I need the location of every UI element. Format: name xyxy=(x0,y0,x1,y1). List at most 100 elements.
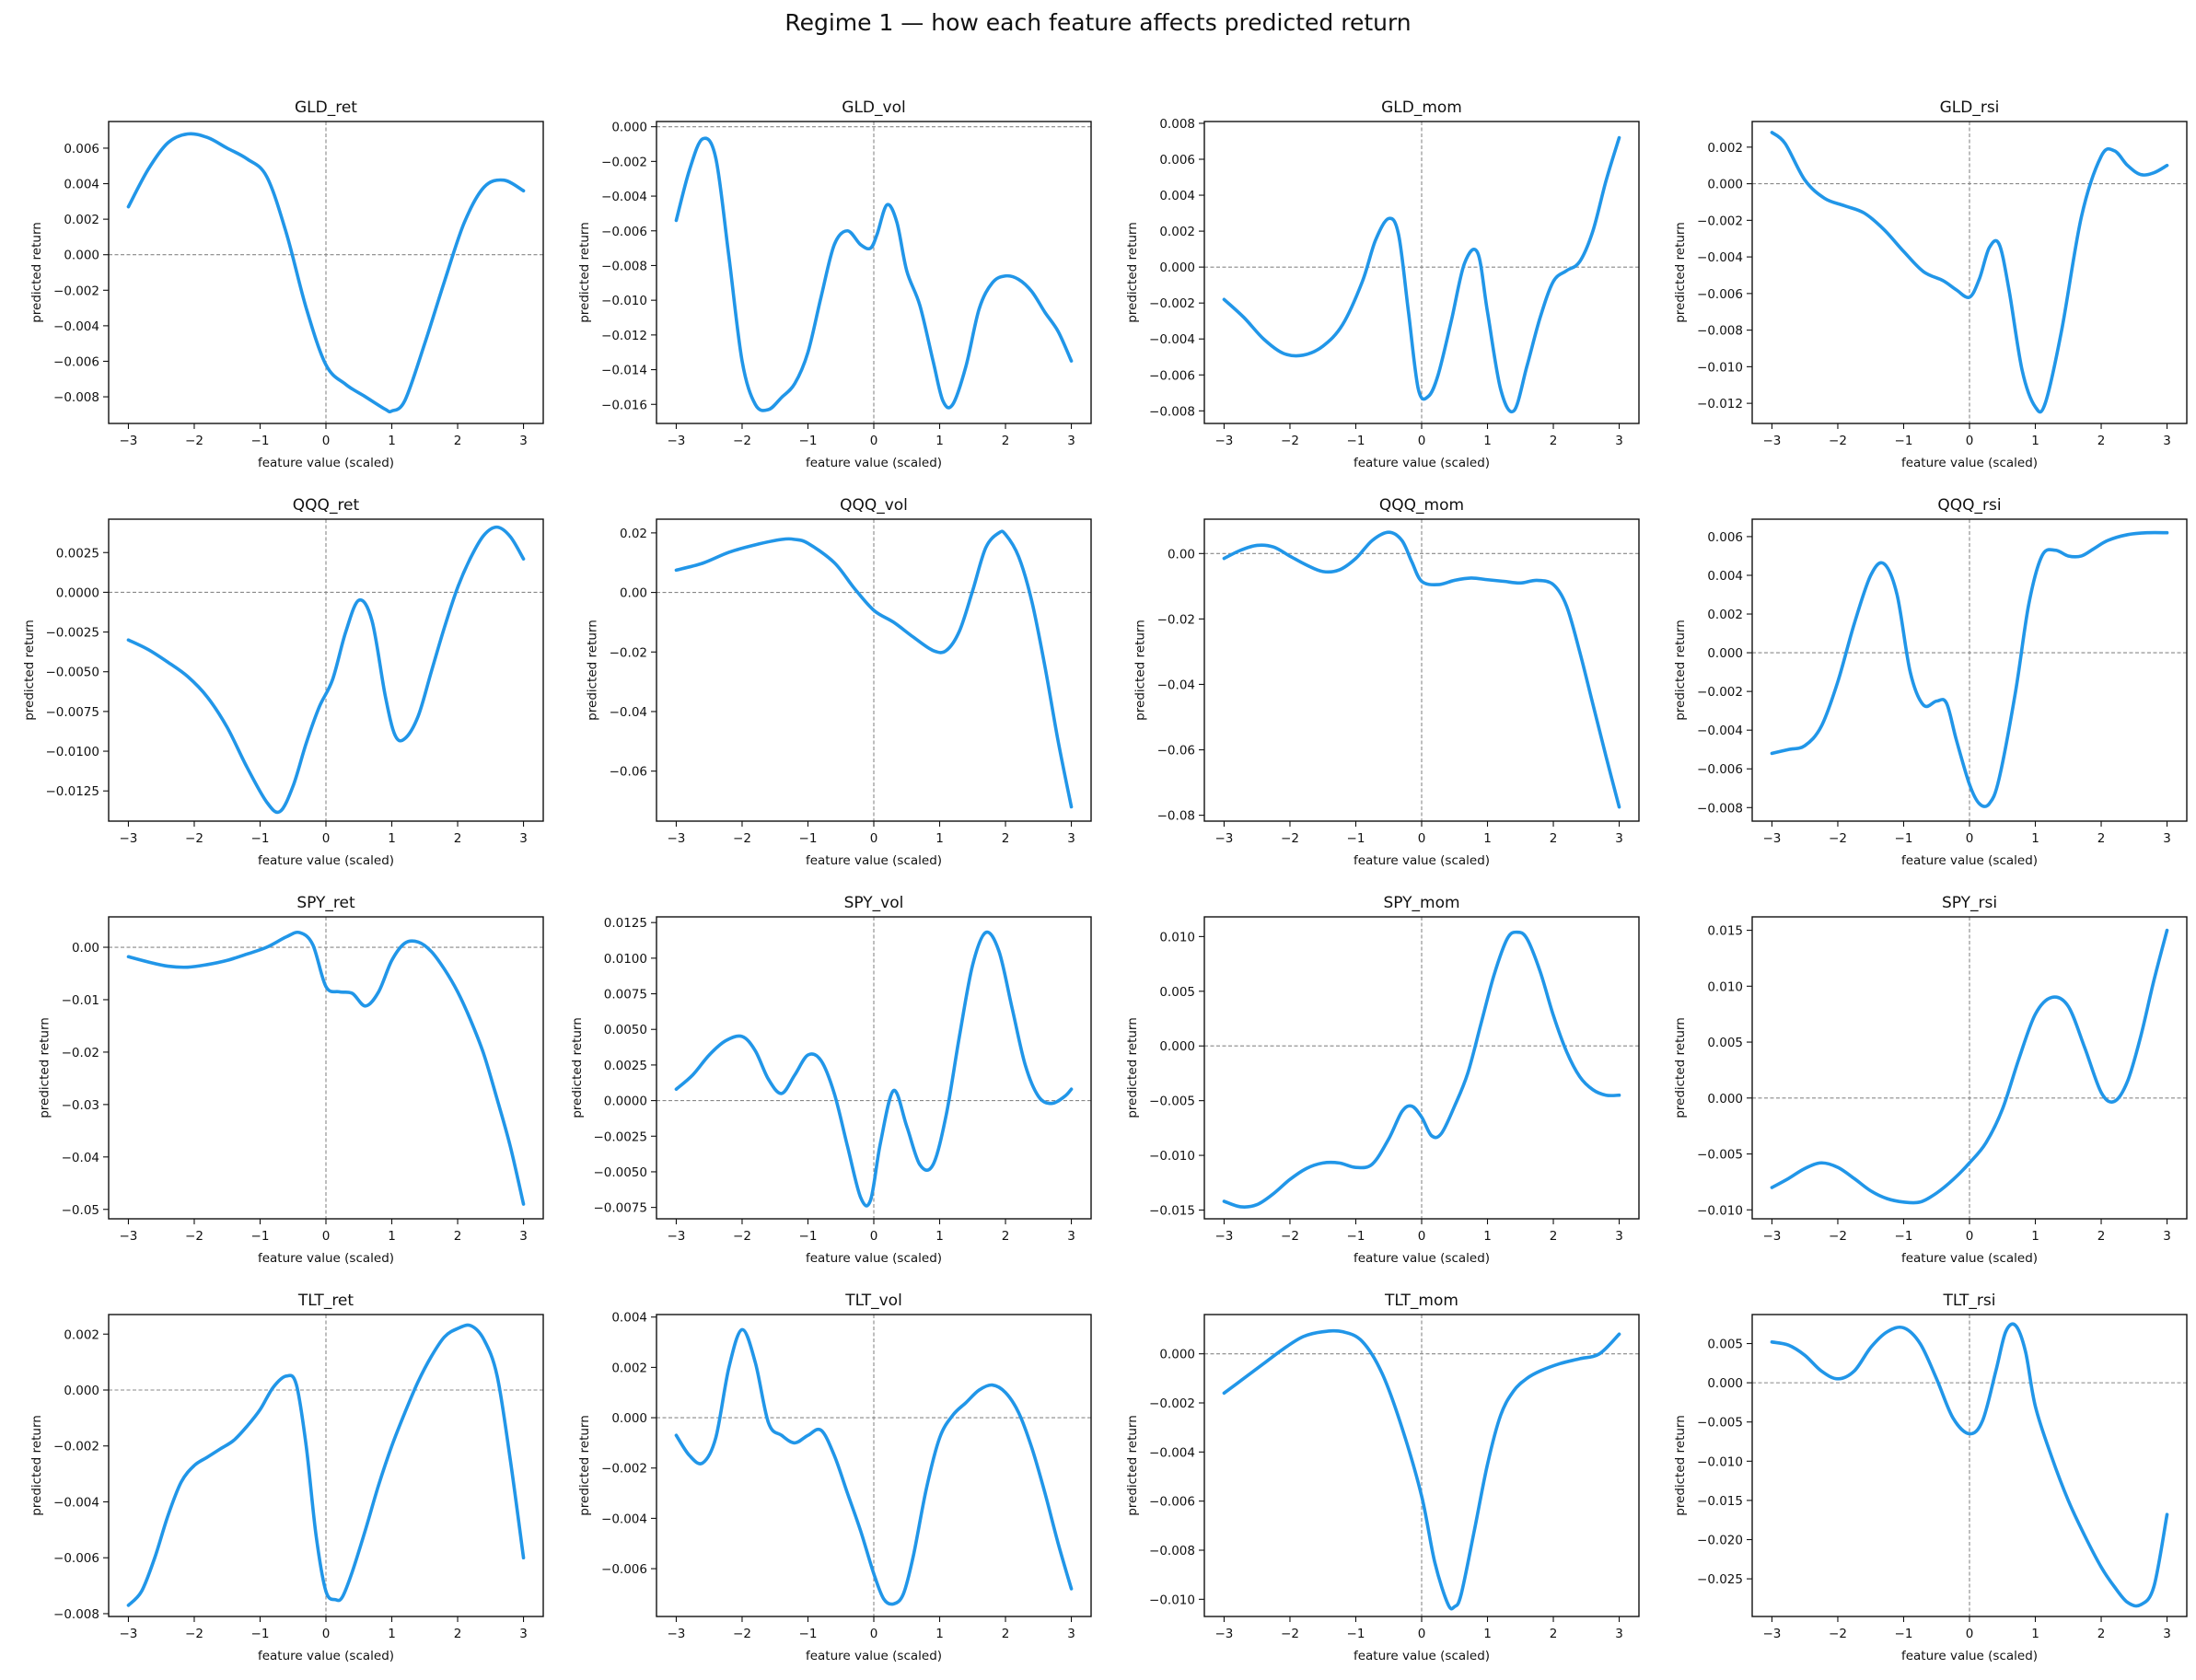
y-tick-label: 0.000 xyxy=(1707,1376,1743,1391)
panel-title: TLT_rsi xyxy=(1943,1292,1996,1310)
panel-title: TLT_ret xyxy=(297,1292,354,1310)
x-tick-label: 3 xyxy=(519,831,528,846)
y-axis-label: predicted return xyxy=(29,1415,44,1516)
x-tick-label: 2 xyxy=(1002,1627,1010,1641)
x-tick-label: −3 xyxy=(668,434,686,448)
panel-title: QQQ_rsi xyxy=(1937,496,2001,515)
y-tick-label: −0.002 xyxy=(1149,1396,1195,1411)
y-tick-label: −0.010 xyxy=(601,294,647,308)
x-tick-label: 3 xyxy=(2163,831,2171,846)
y-tick-label: −0.08 xyxy=(1157,809,1195,824)
x-tick-label: −2 xyxy=(733,831,751,846)
x-tick-label: 0 xyxy=(1418,831,1426,846)
y-tick-label: −0.05 xyxy=(62,1203,99,1218)
x-tick-label: −2 xyxy=(185,434,203,448)
x-tick-label: 2 xyxy=(2097,1627,2106,1641)
x-tick-label: 3 xyxy=(1067,434,1075,448)
x-tick-label: −3 xyxy=(1763,1229,1782,1244)
x-tick-label: −1 xyxy=(1347,831,1365,846)
y-tick-label: 0.00 xyxy=(1168,547,1195,562)
x-axis-label: feature value (scaled) xyxy=(1354,1251,1490,1266)
y-tick-label: −0.004 xyxy=(1149,332,1195,347)
x-tick-label: −1 xyxy=(1895,1627,1913,1641)
x-tick-label: 3 xyxy=(1615,831,1623,846)
y-tick-label: −0.006 xyxy=(601,1562,647,1577)
x-tick-label: −2 xyxy=(185,1627,203,1641)
x-tick-label: 2 xyxy=(1002,434,1010,448)
panel-spy-mom: −3 −2 −1 0 1 2 3 −0.015 −0.010 −0.005 0.000 0.005 0.… xyxy=(1125,894,1640,1266)
y-tick-label: −0.008 xyxy=(1697,801,1743,816)
panel-title: SPY_ret xyxy=(296,894,355,912)
y-tick-label: 0.00 xyxy=(72,941,99,956)
y-tick-label: −0.002 xyxy=(1697,214,1743,228)
x-tick-label: −3 xyxy=(1215,1229,1234,1244)
x-tick-label: −3 xyxy=(120,1229,138,1244)
x-tick-label: 1 xyxy=(1483,1627,1492,1641)
y-tick-label: 0.006 xyxy=(1159,153,1195,168)
x-tick-label: −2 xyxy=(733,1229,751,1244)
x-axis-label: feature value (scaled) xyxy=(258,456,394,470)
y-axis-label: predicted return xyxy=(1673,222,1688,323)
x-tick-label: 0 xyxy=(870,831,878,846)
x-tick-label: 0 xyxy=(1418,434,1426,448)
y-tick-label: −0.020 xyxy=(1697,1534,1743,1548)
series-line xyxy=(1222,930,1621,1209)
x-tick-label: 0 xyxy=(1966,434,1974,448)
panel-spy-vol: −3 −2 −1 0 1 2 3 −0.0075 −0.0050 −0.0025 0.0000 0.0… xyxy=(570,894,1092,1266)
x-tick-label: −1 xyxy=(251,434,270,448)
series-line xyxy=(126,930,526,1206)
x-tick-label: −2 xyxy=(185,831,203,846)
y-tick-label: 0.000 xyxy=(1159,1348,1195,1362)
x-tick-label: 1 xyxy=(935,1627,944,1641)
x-tick-label: −1 xyxy=(1347,434,1365,448)
y-tick-label: 0.005 xyxy=(1707,1036,1743,1050)
x-tick-label: 2 xyxy=(454,1229,462,1244)
x-axis-label: feature value (scaled) xyxy=(1901,1251,2038,1266)
x-tick-label: 2 xyxy=(1002,831,1010,846)
panel-gld-rsi: −3 −2 −1 0 1 2 3 −0.012 −0.010 −0.008 −0.006 −0.004… xyxy=(1673,98,2188,470)
x-tick-label: 2 xyxy=(1002,1229,1010,1244)
x-tick-label: 3 xyxy=(2163,434,2171,448)
y-tick-label: 0.002 xyxy=(1159,225,1195,239)
x-axis-label: feature value (scaled) xyxy=(806,853,942,868)
x-tick-label: −1 xyxy=(1895,1229,1913,1244)
y-tick-label: −0.005 xyxy=(1697,1148,1743,1163)
x-tick-label: 2 xyxy=(2097,1229,2106,1244)
y-tick-label: −0.008 xyxy=(53,1607,99,1622)
y-tick-label: 0.0025 xyxy=(604,1059,647,1073)
series-line xyxy=(1770,1322,2169,1608)
y-tick-label: −0.006 xyxy=(601,225,647,239)
x-tick-label: 1 xyxy=(1483,831,1492,846)
series-line xyxy=(674,930,1074,1208)
x-axis-label: feature value (scaled) xyxy=(806,456,942,470)
y-tick-label: 0.000 xyxy=(1707,1092,1743,1106)
y-tick-label: 0.002 xyxy=(611,1361,647,1375)
y-axis-label: predicted return xyxy=(1125,1415,1140,1516)
x-axis-label: feature value (scaled) xyxy=(806,1251,942,1266)
series-line xyxy=(674,529,1074,809)
y-tick-label: −0.0050 xyxy=(593,1165,647,1180)
y-tick-label: 0.000 xyxy=(1159,1039,1195,1054)
x-tick-label: 3 xyxy=(1067,1229,1075,1244)
y-tick-label: −0.03 xyxy=(62,1098,99,1113)
panel-spy-ret: −3 −2 −1 0 1 2 3 −0.05 −0.04 −0.03 −0.02 −0.01 0.00 S… xyxy=(38,894,544,1266)
x-tick-label: 1 xyxy=(935,831,944,846)
y-tick-label: 0.0000 xyxy=(56,585,99,600)
x-tick-label: −1 xyxy=(799,831,818,846)
x-axis-label: feature value (scaled) xyxy=(806,1649,942,1663)
y-axis-label: predicted return xyxy=(570,1017,585,1118)
x-axis-label: feature value (scaled) xyxy=(1354,456,1490,470)
panel-title: GLD_rsi xyxy=(1940,98,2000,117)
y-axis-label: predicted return xyxy=(1125,222,1140,323)
x-tick-label: 0 xyxy=(1418,1627,1426,1641)
y-tick-label: −0.04 xyxy=(610,705,647,720)
y-tick-label: −0.002 xyxy=(1149,296,1195,311)
y-tick-label: −0.006 xyxy=(1149,368,1195,383)
panel-tlt-mom: −3 −2 −1 0 1 2 3 −0.010 −0.008 −0.006 −0.004 −0.002… xyxy=(1125,1292,1640,1663)
x-axis-label: feature value (scaled) xyxy=(1901,456,2038,470)
panel-tlt-vol: −3 −2 −1 0 1 2 3 −0.006 −0.004 −0.002 0.000 0.002 0.… xyxy=(577,1292,1092,1663)
x-axis-label: feature value (scaled) xyxy=(258,1649,394,1663)
panel-spy-rsi: −3 −2 −1 0 1 2 3 −0.010 −0.005 0.000 0.005 0.010 0.0… xyxy=(1673,894,2188,1266)
panel-title: GLD_vol xyxy=(842,98,905,117)
x-axis-label: feature value (scaled) xyxy=(1901,853,2038,868)
